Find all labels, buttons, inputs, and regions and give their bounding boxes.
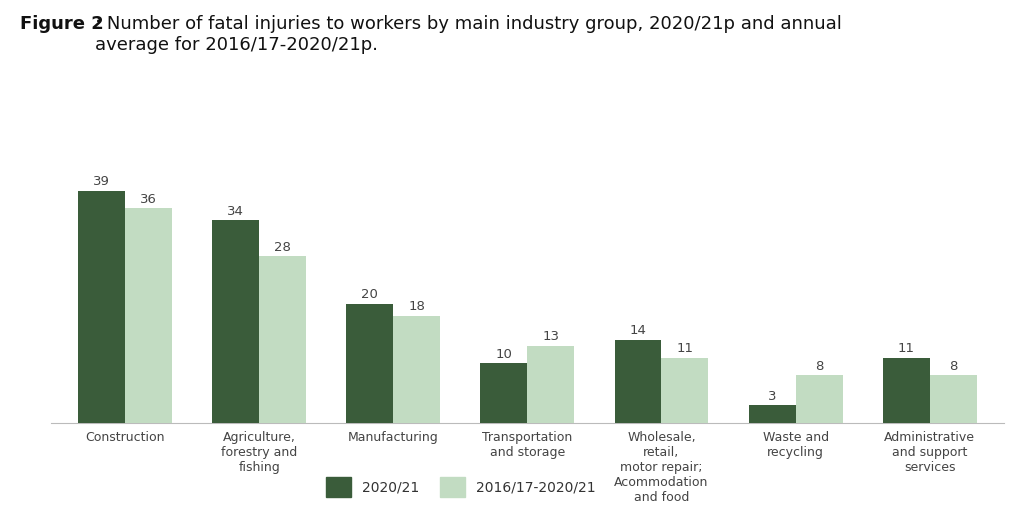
Text: 13: 13 bbox=[543, 330, 559, 343]
Bar bbox=[125, 208, 172, 423]
Bar bbox=[346, 304, 393, 423]
Text: 10: 10 bbox=[496, 348, 512, 361]
Bar bbox=[393, 316, 440, 423]
Text: 28: 28 bbox=[274, 241, 291, 254]
Bar bbox=[78, 190, 125, 423]
Bar bbox=[749, 405, 796, 423]
Text: 8: 8 bbox=[949, 360, 957, 373]
Text: 11: 11 bbox=[898, 342, 914, 355]
Text: 11: 11 bbox=[677, 342, 693, 355]
Legend: 2020/21, 2016/17-2020/21: 2020/21, 2016/17-2020/21 bbox=[318, 471, 603, 504]
Bar bbox=[259, 256, 306, 423]
Bar bbox=[883, 358, 930, 423]
Text: 20: 20 bbox=[361, 288, 378, 301]
Text: 36: 36 bbox=[140, 193, 157, 206]
Text: 14: 14 bbox=[630, 324, 646, 337]
Text: Figure 2: Figure 2 bbox=[20, 15, 104, 34]
Text: 8: 8 bbox=[815, 360, 823, 373]
Text: 3: 3 bbox=[768, 390, 776, 403]
Text: : Number of fatal injuries to workers by main industry group, 2020/21p and annua: : Number of fatal injuries to workers by… bbox=[95, 15, 842, 54]
Bar bbox=[796, 376, 843, 423]
Bar bbox=[614, 340, 662, 423]
Text: 39: 39 bbox=[93, 175, 110, 188]
Bar bbox=[662, 358, 709, 423]
Bar bbox=[527, 346, 574, 423]
Text: 18: 18 bbox=[409, 300, 425, 313]
Bar bbox=[212, 220, 259, 423]
Text: 34: 34 bbox=[227, 205, 244, 218]
Bar bbox=[480, 363, 527, 423]
Bar bbox=[930, 376, 977, 423]
